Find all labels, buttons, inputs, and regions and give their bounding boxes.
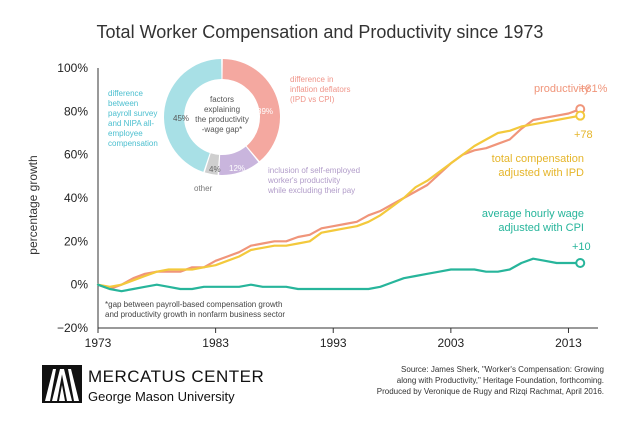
y-tick-label: 40% [64, 191, 88, 205]
source-line-2: along with Productivity," Heritage Found… [397, 376, 604, 385]
footnote-line-1: *gap between payroll-based compensation … [105, 300, 282, 309]
annotation-left-4: and NIPA all- [108, 119, 154, 128]
annotation-lower-right-3: while excluding their pay [267, 186, 355, 195]
y-axis-label: percentage growth [26, 155, 40, 254]
x-tick-label: 2013 [555, 336, 582, 350]
donut-slice [219, 146, 259, 175]
donut-center-line-4: -wage gap* [202, 125, 242, 134]
annotation-right-1: difference in [290, 75, 333, 84]
chart-title: Total Worker Compensation and Productivi… [97, 22, 544, 42]
y-tick-label: 60% [64, 148, 88, 162]
annotation-right-2: inflation deflators [290, 85, 350, 94]
series-lines [96, 108, 582, 293]
annotation-other: other [194, 184, 213, 193]
y-tick-label: 0% [71, 278, 89, 292]
donut-center-line-3: the productivity [195, 115, 249, 124]
y-tick-label: 80% [64, 104, 88, 118]
annotation-left-3: payroll survey [108, 109, 157, 118]
series-endpoint-marker [575, 258, 586, 268]
logo-sub-text: George Mason University [88, 389, 235, 404]
x-tick-label: 1983 [202, 336, 229, 350]
y-tick-label: −20% [57, 321, 88, 335]
mercatus-logo: MERCATUS CENTER George Mason University [42, 365, 264, 404]
x-tick-label: 1993 [320, 336, 347, 350]
donut-slice [204, 153, 220, 175]
productivity-line [96, 108, 582, 291]
compensation-line [96, 114, 582, 288]
donut-slice-label-4: 4% [209, 165, 221, 174]
productivity-value: +81% [579, 83, 608, 95]
donut-slice-label-45: 45% [173, 114, 189, 123]
wage-label-line2: adjusted with CPI [498, 222, 584, 234]
wage-value: +10 [572, 241, 591, 253]
series-endpoint-marker [575, 110, 586, 121]
donut-center-line-1: factors [210, 95, 234, 104]
annotation-left-2: between [108, 99, 138, 108]
y-ticks: 100% 80% 60% 40% 20% 0% −20% [57, 61, 88, 335]
series-endpoints [575, 104, 586, 268]
compensation-label-line1: total compensation [492, 153, 584, 165]
source-line-3: Produced by Veronique de Rugy and Rizqi … [377, 387, 604, 396]
x-ticks: 1973 1983 1993 2003 2013 [85, 328, 582, 350]
y-tick-label: 20% [64, 234, 88, 248]
y-tick-label: 100% [57, 61, 88, 75]
compensation-value: +78 [574, 129, 593, 141]
donut-slice-label-39: 39% [257, 107, 273, 116]
wage-line [96, 257, 582, 293]
wage-label-line1: average hourly wage [482, 208, 584, 220]
annotation-left-5: employee [108, 129, 143, 138]
footnote-line-2: and productivity growth in nonfarm busin… [105, 310, 285, 319]
donut-slice-label-12: 12% [229, 164, 245, 173]
annotation-right-3: (IPD vs CPI) [290, 95, 335, 104]
annotation-lower-right-1: inclusion of self-employed [268, 166, 360, 175]
annotation-left-1: difference [108, 89, 144, 98]
logo-main-text: MERCATUS CENTER [88, 367, 264, 386]
x-tick-label: 2003 [438, 336, 465, 350]
donut-slice [164, 59, 222, 172]
annotation-lower-right-2: worker's productivity [267, 176, 340, 185]
gap-donut [164, 59, 280, 175]
x-tick-label: 1973 [85, 336, 112, 350]
donut-slice [222, 59, 280, 162]
source-line-1: Source: James Sherk, "Worker's Compensat… [401, 365, 604, 374]
productivity-label: productivity [534, 83, 590, 95]
mercatus-logo-mark [42, 365, 82, 403]
donut-center-line-2: explaining [204, 105, 240, 114]
compensation-label-line2: adjusted with IPD [498, 167, 584, 179]
annotation-left-6: compensation [108, 139, 158, 148]
